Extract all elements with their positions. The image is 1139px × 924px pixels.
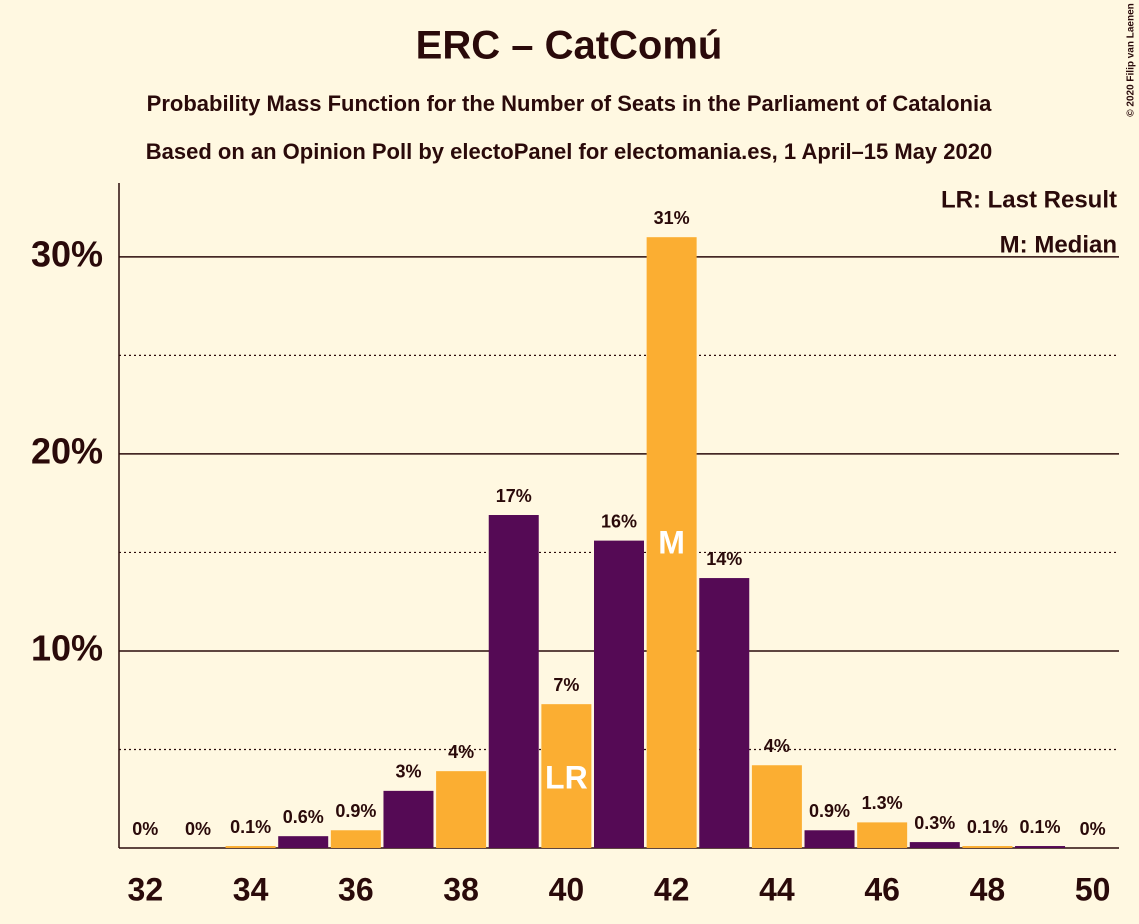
x-tick-label: 48 [970,871,1006,907]
bar [962,846,1013,848]
bar [541,704,592,848]
bar [488,515,539,848]
value-label: 7% [553,675,579,695]
value-label: 14% [706,549,742,569]
y-tick-label: 20% [31,430,103,471]
x-tick-label: 50 [1075,871,1111,907]
bar [909,842,960,848]
value-label: 0.9% [335,801,376,821]
value-label: 0.6% [283,807,324,827]
bar [330,830,381,848]
value-label: 0% [1080,819,1106,839]
value-label: 4% [448,742,474,762]
x-tick-label: 44 [759,871,795,907]
bar [436,771,487,848]
copyright: © 2020 Filip van Laenen [1126,3,1137,117]
legend-entry: M: Median [1000,231,1117,258]
bar [646,237,697,848]
bar [751,765,802,848]
y-tick-label: 30% [31,233,103,274]
bar [278,836,329,848]
value-label: 0.1% [967,817,1008,837]
bar [857,822,908,848]
bar [1015,846,1066,848]
value-label: 0.3% [914,813,955,833]
value-label: 4% [764,736,790,756]
value-label: 0.1% [1020,817,1061,837]
bar [383,790,434,848]
value-label: 31% [654,208,690,228]
legend-entry: LR: Last Result [941,186,1117,213]
value-label: 0% [185,819,211,839]
value-label: 1.3% [862,793,903,813]
value-label: 3% [395,762,421,782]
x-tick-label: 42 [654,871,690,907]
x-tick-label: 32 [128,871,164,907]
bar [699,578,750,848]
bar-annotation: LR [545,760,588,796]
bar [594,540,644,848]
subtitle: Probability Mass Function for the Number… [147,91,992,116]
value-label: 0.1% [230,817,271,837]
x-tick-label: 34 [233,871,269,907]
bar-annotation: M [658,525,685,561]
value-label: 0.9% [809,801,850,821]
value-label: 16% [601,511,637,531]
bar [804,830,855,848]
subtitle: Based on an Opinion Poll by electoPanel … [146,139,992,164]
y-tick-label: 10% [31,627,103,668]
value-label: 0% [132,819,158,839]
value-label: 17% [496,486,532,506]
bar [225,846,276,848]
x-tick-label: 38 [443,871,479,907]
x-tick-label: 36 [338,871,374,907]
chart-title: ERC – CatComú [416,24,723,68]
x-tick-label: 40 [549,871,585,907]
x-tick-label: 46 [864,871,900,907]
